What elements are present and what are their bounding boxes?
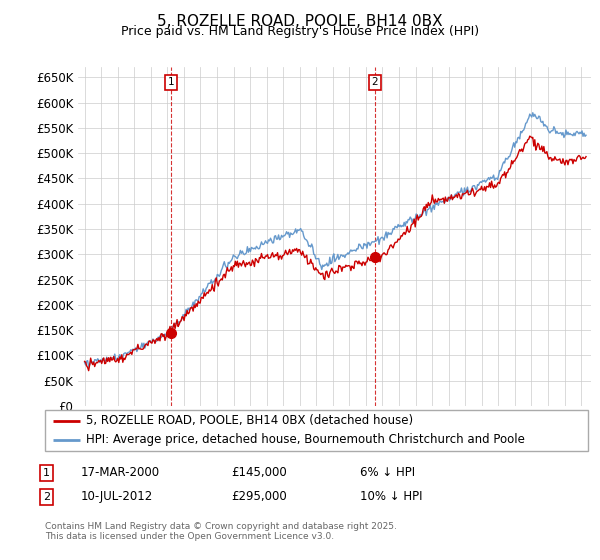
Text: 6% ↓ HPI: 6% ↓ HPI: [360, 466, 415, 479]
Text: £145,000: £145,000: [231, 466, 287, 479]
Text: Price paid vs. HM Land Registry's House Price Index (HPI): Price paid vs. HM Land Registry's House …: [121, 25, 479, 38]
Text: 10% ↓ HPI: 10% ↓ HPI: [360, 490, 422, 503]
Text: 2: 2: [43, 492, 50, 502]
Text: 5, ROZELLE ROAD, POOLE, BH14 0BX (detached house): 5, ROZELLE ROAD, POOLE, BH14 0BX (detach…: [86, 414, 413, 427]
Text: 1: 1: [43, 468, 50, 478]
Text: 1: 1: [167, 77, 174, 87]
Text: 17-MAR-2000: 17-MAR-2000: [81, 466, 160, 479]
Text: 10-JUL-2012: 10-JUL-2012: [81, 490, 153, 503]
Text: Contains HM Land Registry data © Crown copyright and database right 2025.
This d: Contains HM Land Registry data © Crown c…: [45, 522, 397, 542]
Text: £295,000: £295,000: [231, 490, 287, 503]
Text: 2: 2: [371, 77, 378, 87]
Text: 5, ROZELLE ROAD, POOLE, BH14 0BX: 5, ROZELLE ROAD, POOLE, BH14 0BX: [157, 14, 443, 29]
Text: HPI: Average price, detached house, Bournemouth Christchurch and Poole: HPI: Average price, detached house, Bour…: [86, 433, 524, 446]
